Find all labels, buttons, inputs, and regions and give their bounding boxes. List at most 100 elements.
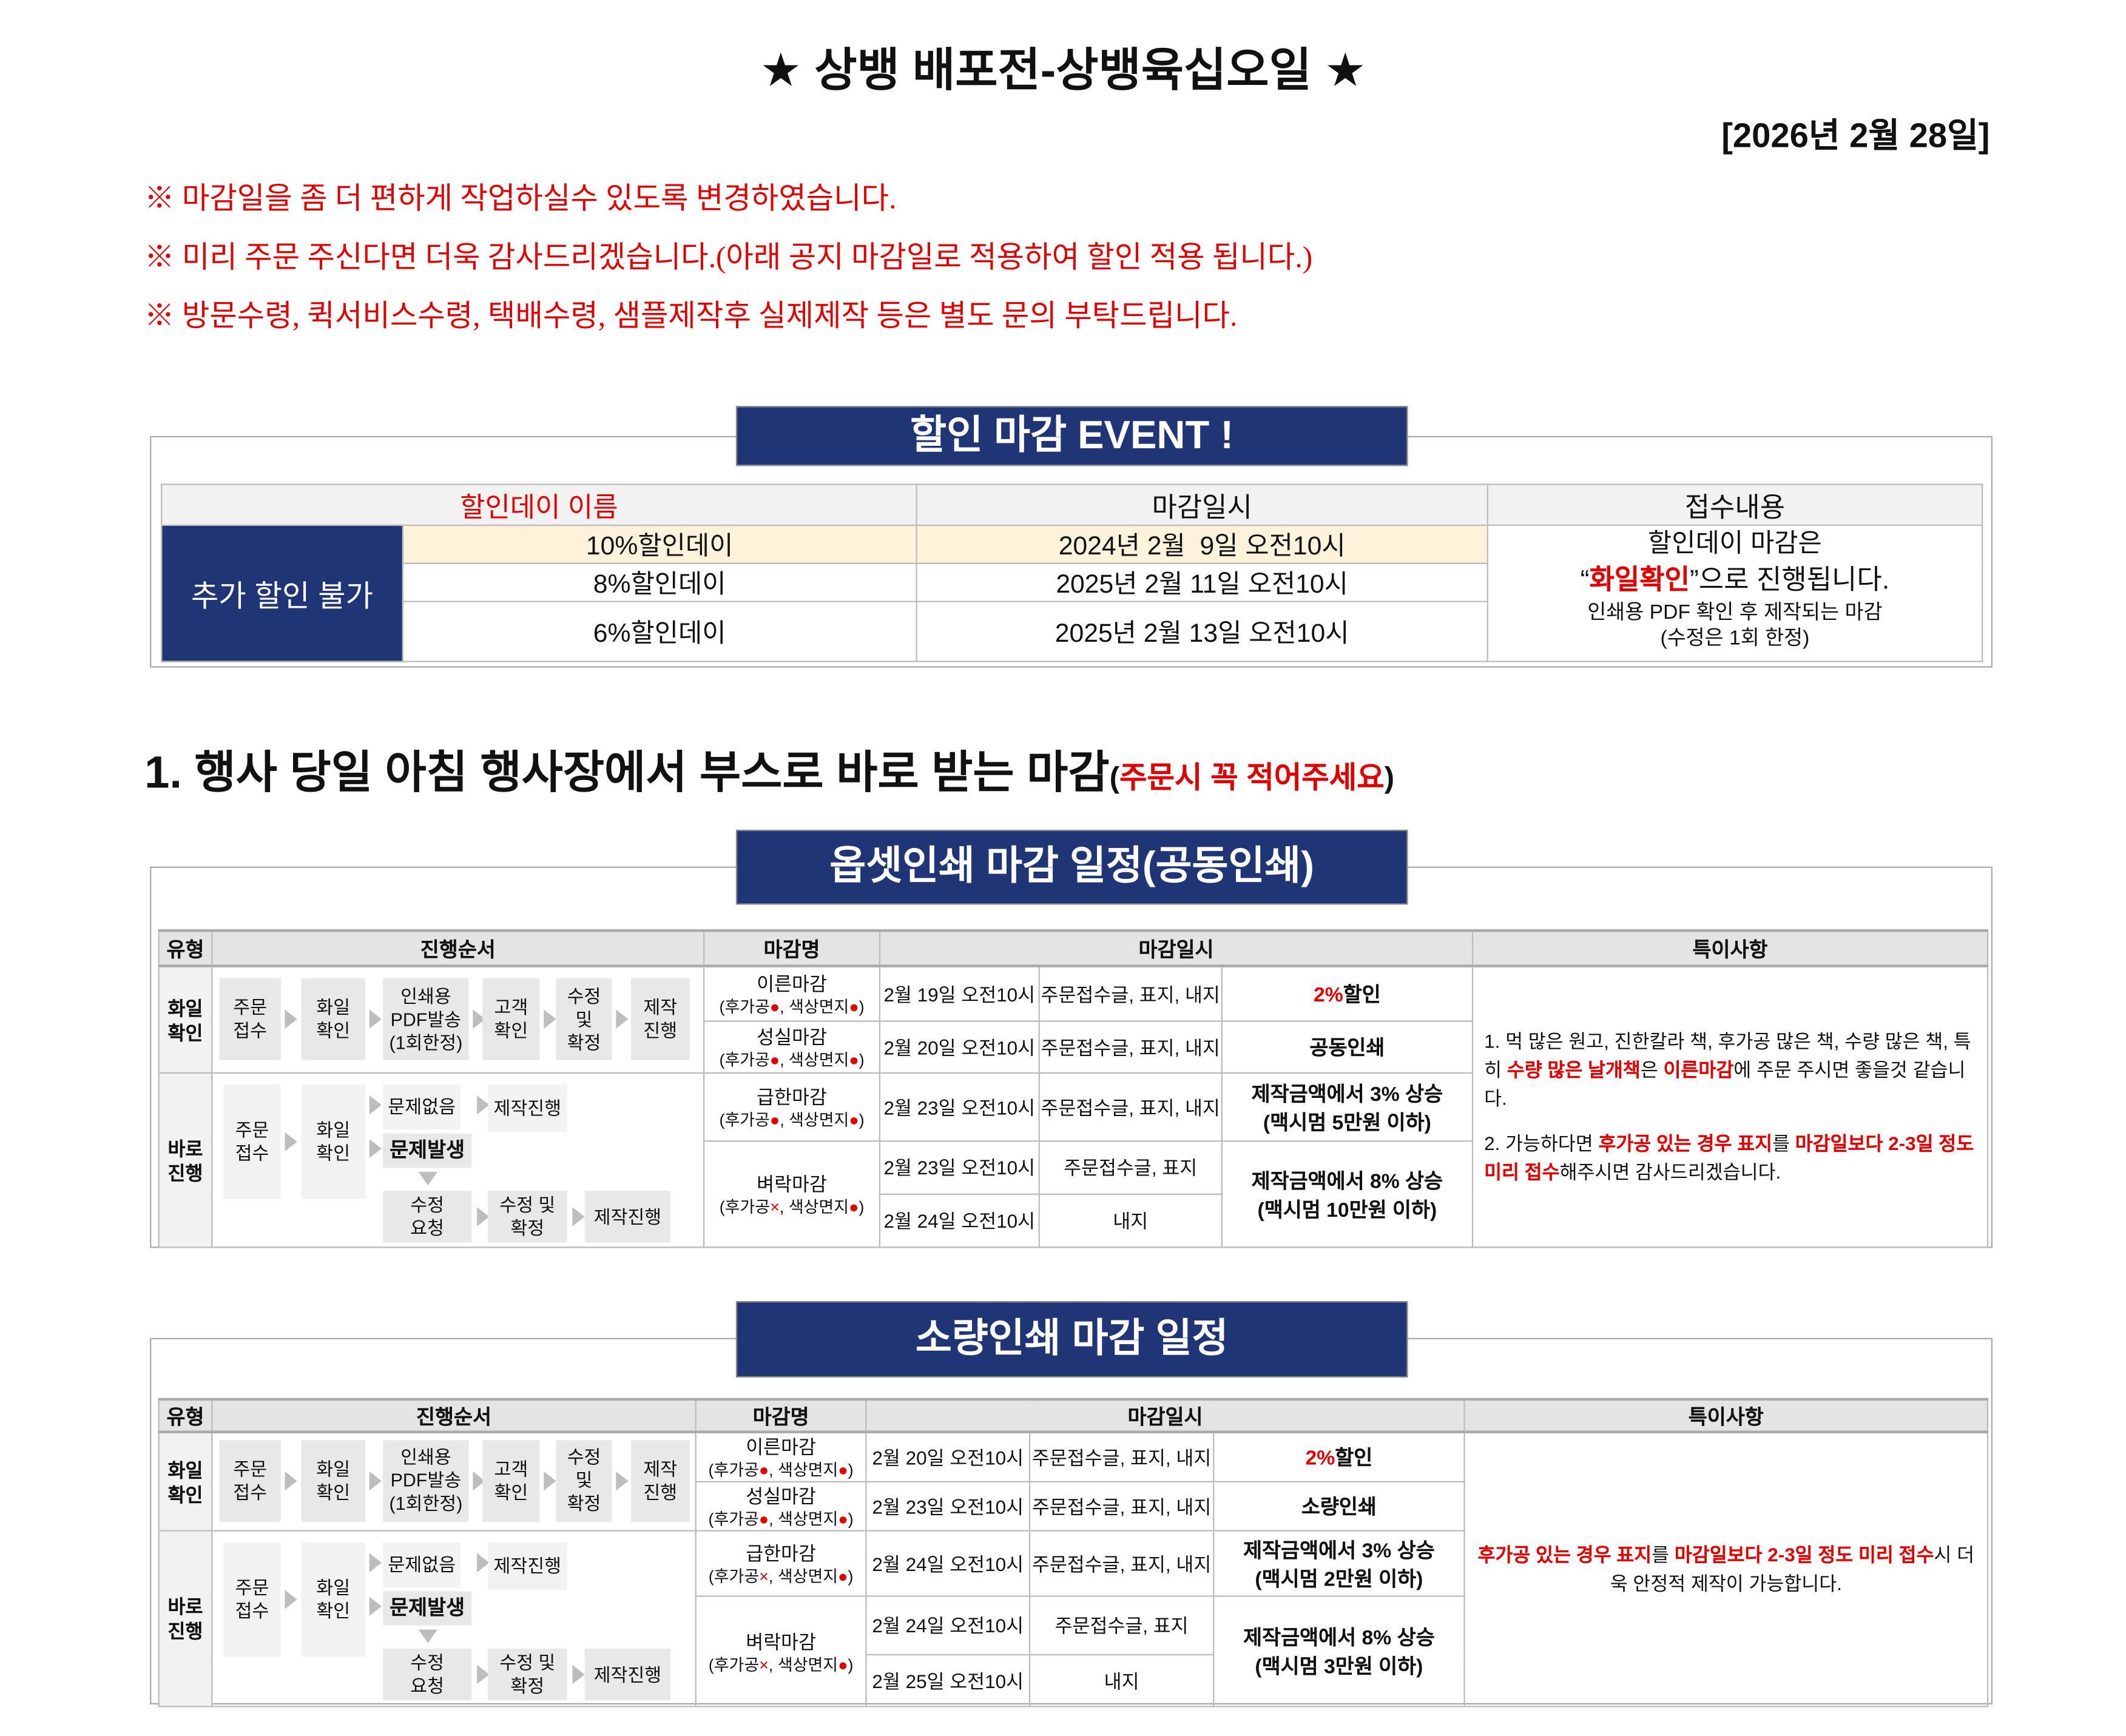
text-segment: ”으로 진행됩니다.	[1689, 565, 1890, 596]
discount-name: 8%할인데이	[402, 562, 917, 602]
arrow-right-icon	[572, 1664, 585, 1684]
benefit: 2%할인	[1221, 965, 1474, 1023]
text-segment: 은	[1640, 1058, 1664, 1081]
highlight-text: 2%	[1305, 1447, 1335, 1470]
arrow-right-icon	[285, 1590, 297, 1609]
header-deadline-datetime: 마감일시	[879, 929, 1474, 967]
type-file-check: 화일 확인	[158, 965, 213, 1074]
text-segment: “	[1580, 565, 1590, 596]
note-line-3: 인쇄용 PDF 확인 후 제작되는 마감	[1587, 601, 1883, 624]
deadline-items: 주문접수글, 표지, 내지	[1028, 1481, 1215, 1532]
text-segment: , 색상면지	[768, 1655, 839, 1674]
flow-step: 화일 확인	[301, 1439, 365, 1521]
flow-step: 인쇄용 PDF발송 (1회한정)	[383, 1439, 469, 1521]
notice-3: ※ 방문수령, 퀵서비스수령, 택배수령, 샘플제작후 실제제작 등은 별도 문…	[144, 298, 1238, 333]
remark: 후가공 있는 경우 표지를 마감일보다 2-3일 정도 미리 접수시 더욱 안정…	[1476, 1541, 1976, 1598]
type-file-check: 화일 확인	[158, 1431, 213, 1532]
deadline-date: 2월 25일 오전10시	[865, 1654, 1031, 1707]
remarks: 1. 먹 많은 원고, 진한칼라 책, 후가공 많은 책, 수량 많은 책, 특…	[1471, 965, 1989, 1248]
text-segment: 할인	[1335, 1447, 1373, 1470]
deadline-items: 주문접수글, 표지, 내지	[1028, 1431, 1215, 1482]
deadline-name: 이른마감 (후가공●, 색상면지●)	[695, 1431, 867, 1482]
text-segment: 해주시면 감사드리겠습니다.	[1559, 1160, 1781, 1183]
deadline-name: 급한마감 (후가공●, 색상면지●)	[703, 1072, 881, 1142]
flow-step: 수정 및 확정	[556, 978, 612, 1060]
flow-step: 제작 진행	[630, 978, 690, 1060]
no-extra-discount: 추가 할인 불가	[161, 524, 403, 662]
text-segment: , 색상면지	[780, 997, 849, 1017]
process-flow-direct: 주문 접수 화일 확인 문제없음 제작진행 문제발생 수정 요청 수정 및 확정…	[211, 1530, 697, 1707]
schedule-table: 유형 진행순서 마감명 마감일시 특이사항 화일 확인 주문 접수 화일 확인 인쇄용 PD…	[158, 1398, 1989, 1707]
arrow-down-icon	[418, 1171, 438, 1186]
flow-step: 화일 확인	[301, 1084, 365, 1199]
note-line-2: “화일확인”으로 진행됩니다.	[1488, 563, 1982, 600]
deadline-items: 주문접수글, 표지, 내지	[1038, 965, 1223, 1023]
process-flow-file-check: 주문 접수 화일 확인 인쇄용 PDF발송 (1회한정) 고객 확인 수정 및 확정 제작…	[211, 965, 705, 1074]
discount-name: 10%할인데이	[402, 524, 917, 564]
deadline-title: 성실마감	[757, 1026, 827, 1048]
deadline-name: 성실마감 (후가공●, 색상면지●)	[695, 1481, 867, 1532]
flow-step: 수정 및 확정	[488, 1648, 567, 1701]
header-discount-name: 할인데이 이름	[161, 483, 917, 527]
text-segment: )	[859, 997, 865, 1017]
benefit: 제작금액에서 3% 상승 (맥시멈 2만원 이하)	[1213, 1530, 1465, 1597]
arrow-right-icon	[616, 1470, 629, 1490]
benefit: 제작금액에서 8% 상승 (맥시멈 10만원 이하)	[1221, 1140, 1474, 1248]
arrow-right-icon	[285, 1132, 297, 1152]
text-segment: )	[848, 1509, 854, 1529]
type-direct: 바로 진행	[158, 1530, 213, 1707]
header-deadline: 마감일시	[916, 483, 1488, 527]
arrow-right-icon	[572, 1207, 585, 1226]
deadline-condition: (후가공×, 색상면지●)	[697, 1567, 866, 1587]
flow-step: 주문 접수	[223, 1542, 281, 1657]
discount-name: 6%할인데이	[402, 601, 917, 662]
document-date: [2026년 2월 28일]	[1721, 117, 1990, 156]
arrow-right-icon	[369, 1009, 382, 1029]
arrow-right-icon	[477, 1664, 490, 1684]
text-segment: 할인	[1343, 984, 1381, 1008]
text-segment: 에 주문 주시면 좋을것 같습니다.	[1484, 1058, 1966, 1109]
flow-step: 고객 확인	[482, 1439, 540, 1521]
text-segment: )	[859, 1051, 865, 1070]
red-dot-icon: ●	[769, 997, 780, 1017]
text-segment: )	[848, 1567, 854, 1586]
text-segment: 제작금액에서 8% 상승 (맥시멈 3만원 이하)	[1243, 1626, 1435, 1679]
red-dot-icon: ●	[849, 1110, 859, 1130]
flow-step: 문제없음	[383, 1084, 461, 1130]
red-x-icon: ×	[770, 1197, 780, 1217]
deadline-date: 2월 20일 오전10시	[865, 1431, 1031, 1482]
paren: (	[1109, 760, 1120, 795]
deadline-condition: (후가공●, 색상면지●)	[697, 1461, 866, 1481]
arrow-right-icon	[473, 1009, 485, 1029]
arrow-right-icon	[285, 1009, 297, 1029]
text-segment: 시 더욱 안정적 제작이 가능합니다.	[1610, 1543, 1975, 1595]
deadline-title: 벼락마감	[746, 1630, 816, 1652]
flow-step: 주문 접수	[219, 1439, 281, 1521]
red-dot-icon: ●	[838, 1567, 848, 1586]
arrow-right-icon	[473, 1470, 485, 1490]
header-deadline-name: 마감명	[703, 929, 881, 967]
red-dot-icon: ●	[838, 1655, 848, 1674]
deadline-name: 성실마감 (후가공●, 색상면지●)	[703, 1021, 881, 1074]
arrow-right-icon	[369, 1596, 382, 1616]
header-deadline-datetime: 마감일시	[865, 1398, 1465, 1434]
red-dot-icon: ●	[758, 1460, 769, 1480]
text-segment: )	[859, 1110, 865, 1130]
flow-step: 주문 접수	[219, 978, 281, 1060]
arrow-right-icon	[477, 1095, 490, 1115]
deadline-items: 주문접수글, 표지	[1028, 1595, 1215, 1656]
deadline-date: 2월 23일 오전10시	[865, 1481, 1031, 1532]
deadline-items: 주문접수글, 표지, 내지	[1028, 1530, 1215, 1597]
event-note: 할인데이 마감은 “화일확인”으로 진행됩니다. 인쇄용 PDF 확인 후 제작…	[1487, 524, 1983, 662]
deadline-name: 이른마감 (후가공●, 색상면지●)	[703, 965, 881, 1023]
notice-1: ※ 마감일을 좀 더 편하게 작업하실수 있도록 변경하였습니다.	[144, 181, 897, 215]
deadline-date: 2월 19일 오전10시	[879, 965, 1040, 1023]
text-segment: 를	[1772, 1132, 1795, 1154]
note-line-1: 할인데이 마감은	[1648, 530, 1822, 559]
deadline-condition: (후가공●, 색상면지●)	[704, 1051, 879, 1071]
text-segment: (후가공	[708, 1460, 759, 1480]
deadline-title: 성실마감	[746, 1485, 816, 1507]
arrow-right-icon	[369, 1553, 382, 1573]
deadline-condition: (후가공●, 색상면지●)	[704, 997, 879, 1018]
highlight-text: 화일확인	[1589, 565, 1690, 596]
